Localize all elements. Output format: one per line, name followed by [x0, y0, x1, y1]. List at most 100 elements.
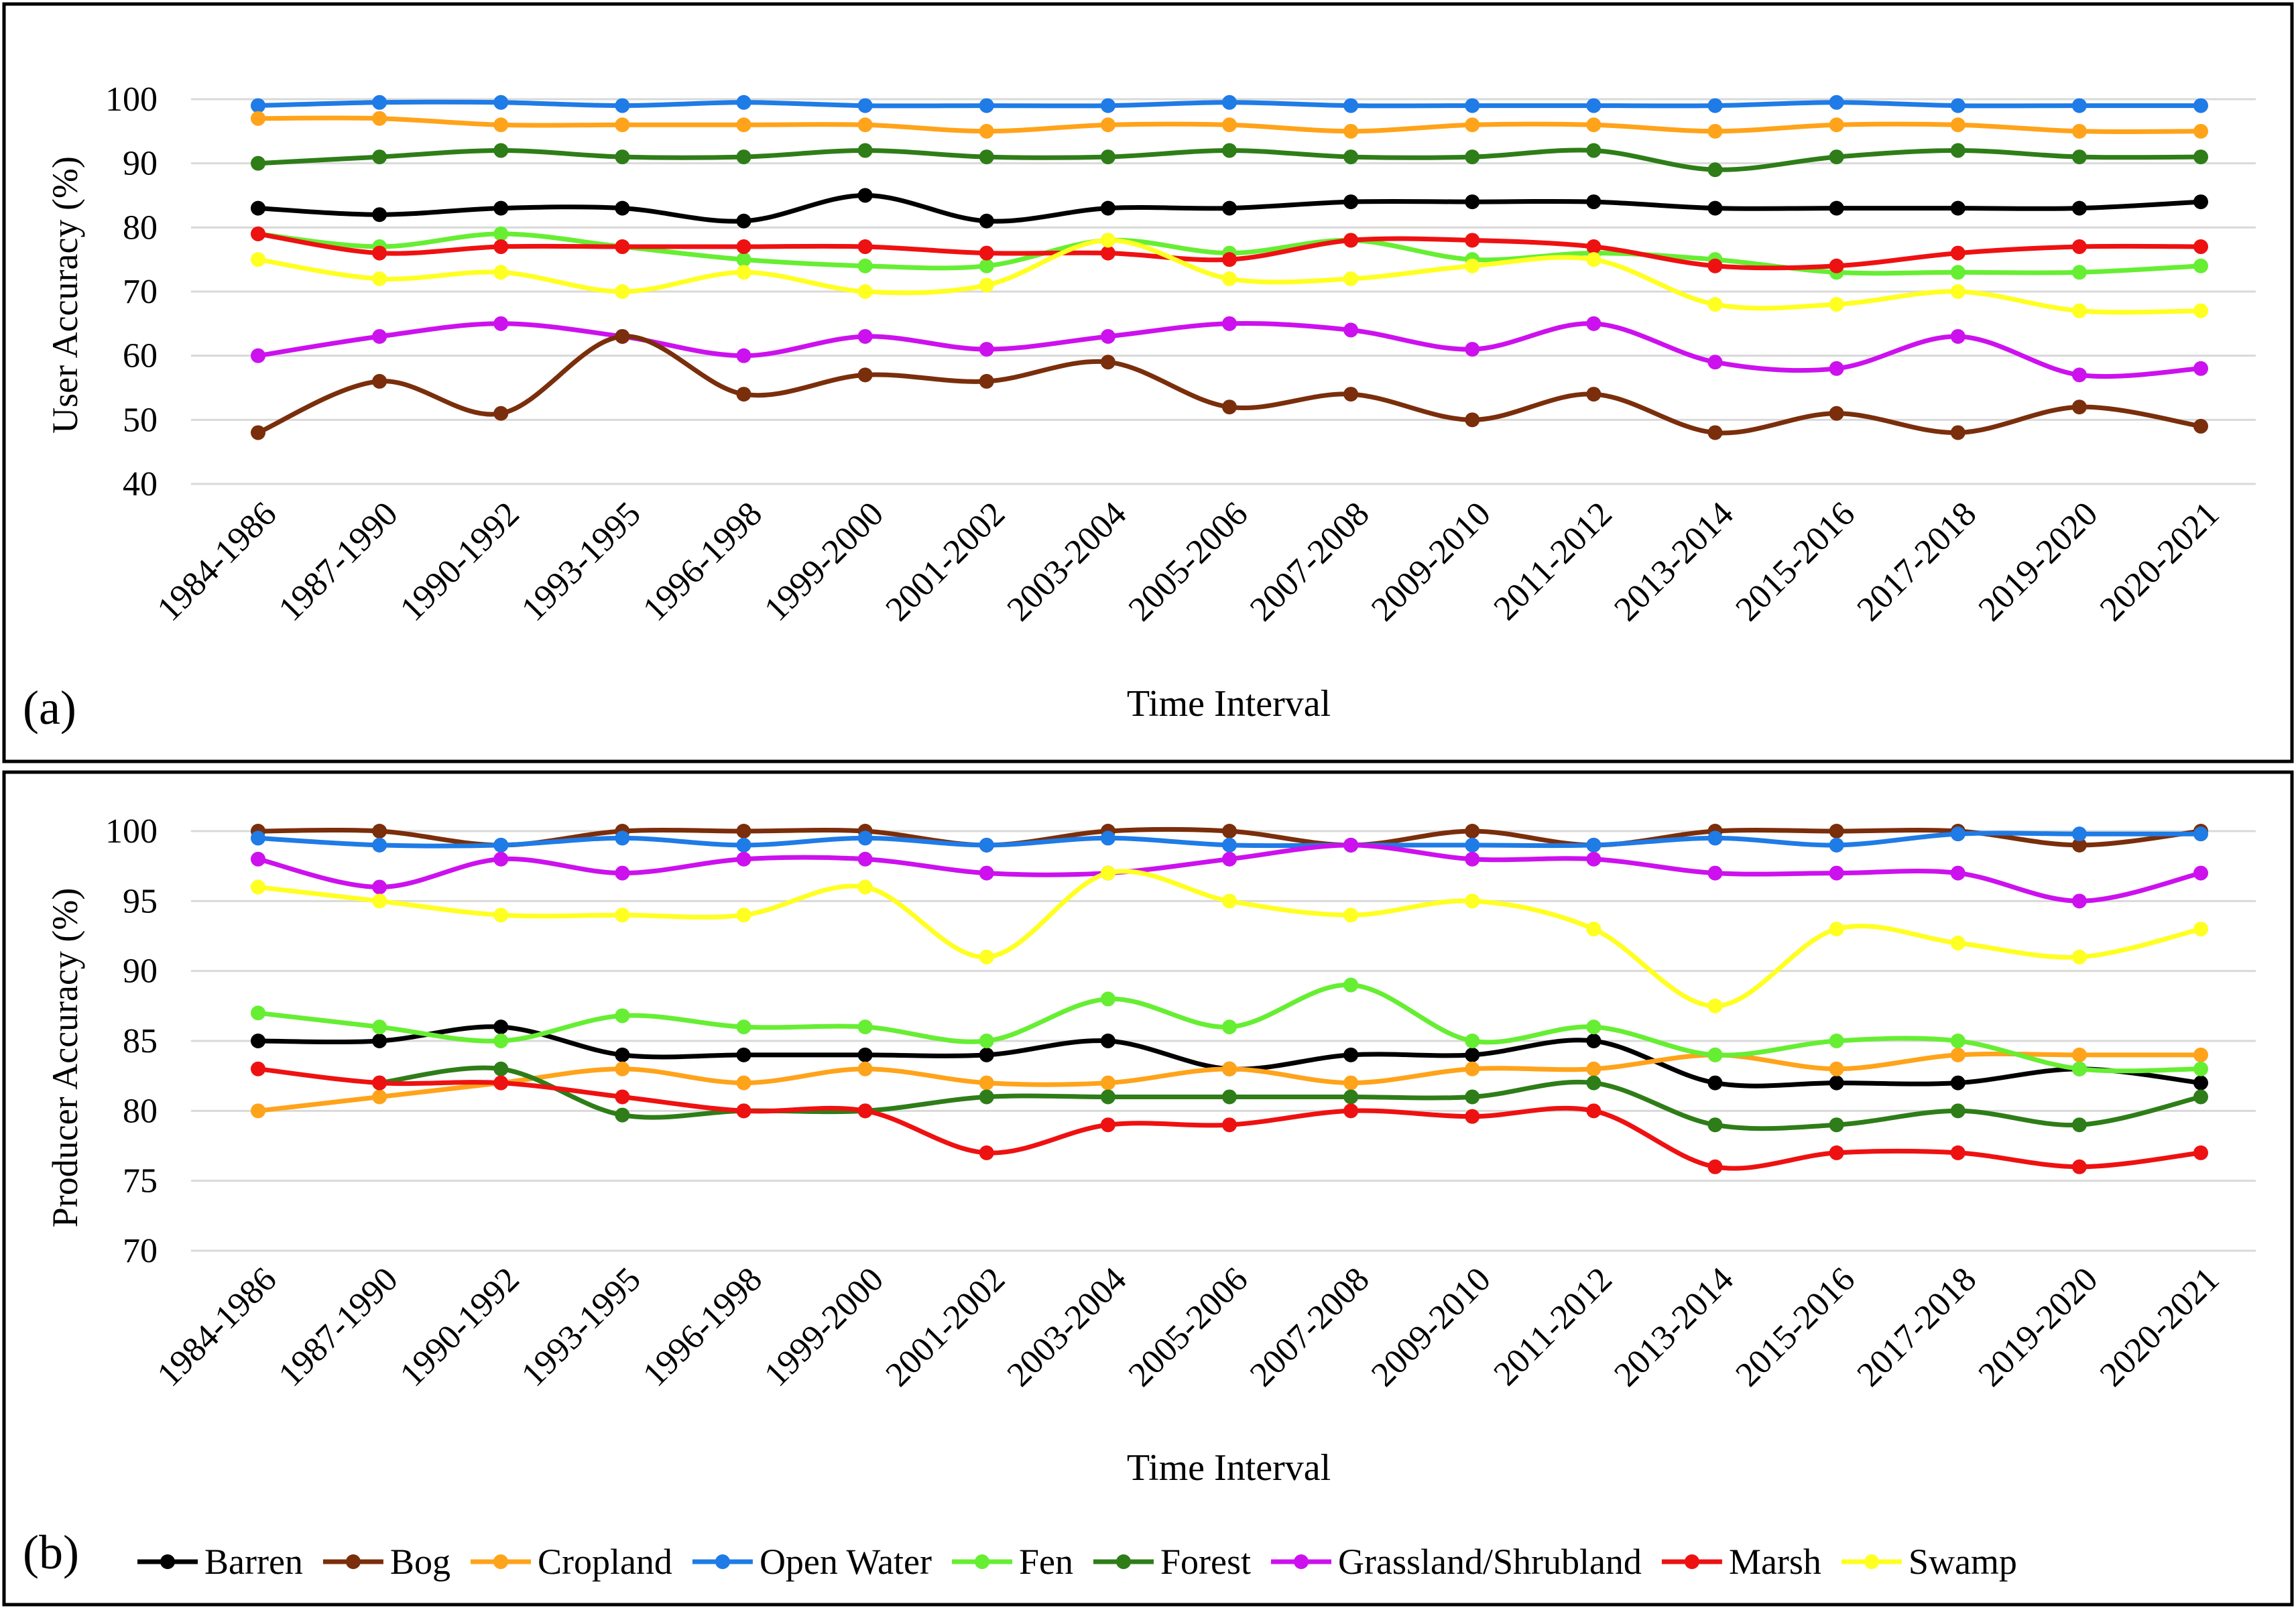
panel-a-point-fen: [857, 258, 873, 273]
panel-b-point-fen: [1586, 1019, 1602, 1035]
panel-b-point-cropland: [1950, 1047, 1966, 1062]
panel-a-point-cropland: [615, 117, 630, 133]
legend-item-barren: Barren: [137, 1542, 303, 1582]
panel-a-point-swamp: [493, 265, 509, 280]
panel-b-point-swamp: [736, 908, 751, 923]
panel-b-point-cropland: [2193, 1047, 2208, 1062]
panel-b-point-cropland: [857, 1061, 873, 1076]
panel-a-y-ticks: 40 50 60 70 80 90 100: [105, 80, 158, 503]
panel-a-label: (a): [23, 681, 76, 735]
panel-a-point-forest: [493, 143, 509, 158]
panel-a-series: [251, 95, 2208, 440]
panel-b-point-barren: [1100, 1034, 1115, 1048]
panel-a-point-grassland-shrubland: [1100, 328, 1115, 344]
panel-b-point-open-water: [493, 837, 509, 853]
panel-b-point-bog: [2071, 837, 2087, 853]
panel-b-point-open-water: [979, 837, 994, 853]
panel-a-point-forest: [857, 143, 873, 158]
panel-a-point-marsh: [736, 239, 751, 255]
panel-b-point-cropland: [1829, 1061, 1844, 1076]
panel-b-point-forest: [979, 1089, 994, 1105]
panel-b-y-tick-label: 90: [123, 952, 158, 991]
panel-b-point-barren: [1829, 1075, 1844, 1091]
panel-b-point-forest: [2071, 1117, 2087, 1133]
panel-a-point-forest: [1222, 143, 1237, 158]
panel-a-point-fen: [736, 252, 751, 267]
panel-a-x-axis-label: Time Interval: [1127, 683, 1331, 725]
panel-b-point-fen: [251, 1005, 265, 1021]
panel-b-x-axis-label: Time Interval: [1127, 1447, 1331, 1489]
panel-a-point-swamp: [1343, 271, 1359, 286]
panel-b-point-cropland: [372, 1089, 387, 1105]
panel-a-point-cropland: [1829, 117, 1844, 133]
panel-a-point-marsh: [1222, 252, 1237, 267]
panel-a-point-grassland-shrubland: [979, 342, 994, 357]
panel-b-point-fen: [1829, 1034, 1844, 1048]
legend-swatch-marker: [493, 1554, 508, 1569]
panel-a-point-barren: [1343, 194, 1359, 210]
panel-b-point-cropland: [2071, 1047, 2087, 1062]
panel-a-y-tick-label: 90: [123, 145, 158, 183]
panel-a-series-marsh: [251, 226, 2208, 273]
panel-a-point-open-water: [1707, 98, 1723, 113]
legend-label: Fen: [1019, 1542, 1073, 1582]
legend-item-open-water: Open Water: [692, 1542, 932, 1582]
panel-a-point-barren: [1465, 194, 1480, 210]
panel-a-point-bog: [1950, 425, 1966, 440]
panel-b-point-fen: [1343, 977, 1359, 993]
panel-b-point-forest: [1586, 1075, 1602, 1091]
panel-b-point-swamp: [1950, 935, 1966, 950]
panel-b-point-marsh: [372, 1075, 387, 1091]
panel-a-y-tick-label: 100: [105, 80, 158, 119]
panel-a-point-grassland-shrubland: [251, 348, 265, 363]
panel-b-point-open-water: [857, 830, 873, 846]
panel-b-point-barren: [251, 1034, 265, 1048]
panel-b-point-open-water: [1465, 837, 1480, 853]
panel-b-point-fen: [1707, 1047, 1723, 1062]
panel-b-point-fen: [1222, 1019, 1237, 1035]
panel-a-point-barren: [979, 213, 994, 229]
panel-a-point-grassland-shrubland: [1586, 316, 1602, 331]
panel-a-point-marsh: [615, 239, 630, 255]
panel-a-point-swamp: [372, 271, 387, 286]
panel-a-point-cropland: [736, 117, 751, 133]
panel-b-point-swamp: [1586, 922, 1602, 937]
panel-b-point-marsh: [493, 1075, 509, 1091]
panel-a-point-bog: [372, 373, 387, 389]
panel-a-point-open-water: [2193, 98, 2208, 113]
panel-a-point-swamp: [1829, 297, 1844, 312]
panel-a-series-bog: [251, 328, 2208, 440]
panel-b-point-forest: [493, 1061, 509, 1076]
panel-a-point-swamp: [1100, 233, 1115, 248]
panel-a-point-barren: [2071, 200, 2087, 216]
panel-a-series-barren: [251, 188, 2208, 229]
panel-b-y-tick-label: 85: [123, 1022, 158, 1060]
panel-a-point-open-water: [372, 95, 387, 110]
legend-swatch-marker: [1684, 1554, 1699, 1569]
panel-a-point-bog: [736, 387, 751, 402]
panel-b-point-swamp: [979, 949, 994, 965]
panel-b-point-cropland: [1100, 1075, 1115, 1091]
panel-a-point-fen: [493, 226, 509, 241]
legend-swatch-marker: [160, 1554, 175, 1569]
panel-b-point-forest: [615, 1107, 630, 1123]
legend-label: Swamp: [1909, 1542, 2017, 1582]
panel-a-point-barren: [1950, 200, 1966, 216]
panel-a-point-cropland: [1343, 123, 1359, 139]
panel-a-point-grassland-shrubland: [493, 316, 509, 331]
panel-b-point-cropland: [1222, 1061, 1237, 1076]
panel-b-point-barren: [736, 1047, 751, 1062]
panel-b-point-forest: [1707, 1117, 1723, 1133]
panel-a-point-bog: [1100, 355, 1115, 370]
panel-a-point-cropland: [372, 111, 387, 126]
panel-b-point-fen: [615, 1008, 630, 1024]
panel-b-point-open-water: [615, 830, 630, 846]
panel-a-point-barren: [251, 200, 265, 216]
panel-a-point-bog: [251, 425, 265, 440]
panel-b-point-grassland-shrubland: [1950, 865, 1966, 881]
panel-b-point-swamp: [493, 908, 509, 923]
panel-b-point-barren: [1343, 1047, 1359, 1062]
panel-a-point-bog: [1707, 425, 1723, 440]
panel-a-point-forest: [251, 156, 265, 171]
panel-b-point-grassland-shrubland: [2071, 893, 2087, 909]
